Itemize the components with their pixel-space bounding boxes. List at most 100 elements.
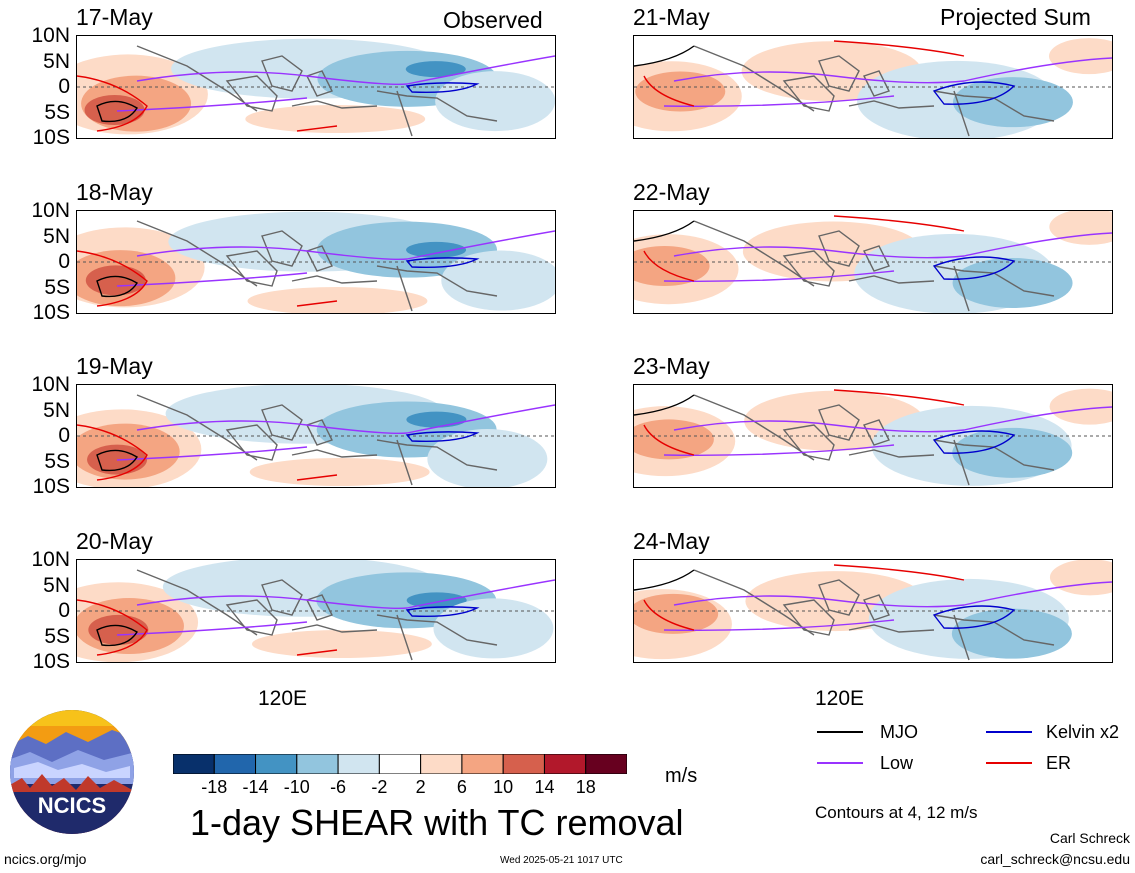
coastline (376, 265, 498, 297)
legend-label-kelvin: Kelvin x2 (1046, 722, 1120, 742)
coastline (782, 75, 835, 112)
shear-anomaly-shading (634, 593, 719, 634)
low-contour (116, 404, 555, 461)
colorbar-swatch (420, 753, 463, 775)
coastline (782, 250, 835, 287)
coastline (261, 55, 303, 92)
footer-author: Carl Schreck (1049, 830, 1130, 846)
coastline (306, 419, 333, 446)
er-contour (77, 75, 338, 132)
shear-anomaly-shading (427, 429, 548, 487)
er-contour (643, 40, 965, 107)
ncics-logo: NCICS (8, 708, 136, 836)
map-panel-20-may (76, 559, 556, 663)
coastline (291, 449, 378, 458)
lat-label-5s: 5S (44, 624, 70, 648)
colorbar-swatch (543, 753, 587, 775)
kelvin-contour (932, 256, 1016, 280)
colorbar-tick-label: 18 (575, 777, 596, 797)
lat-label-10n: 10N (31, 373, 70, 396)
date-label-22-may: 22-May (633, 179, 710, 205)
lat-label-10s: 10S (32, 301, 70, 324)
coastline (376, 614, 498, 646)
colorbar-tick-label: 6 (456, 777, 467, 797)
shear-anomaly-shading (251, 629, 432, 658)
mjo-contour (96, 275, 138, 298)
coastline (291, 624, 378, 633)
shear-anomaly-shading (405, 61, 466, 78)
er-contour (643, 215, 965, 282)
low-contour (116, 579, 555, 636)
map-panel-23-may (633, 384, 1113, 488)
coastline (863, 245, 890, 272)
colorbar-tick-label: -10 (283, 777, 310, 797)
coastline (693, 220, 815, 287)
map-panel-18-may (76, 210, 556, 314)
lat-label-5s: 5S (44, 449, 70, 473)
lat-label-10s: 10S (32, 650, 70, 673)
legend-label-mjo: MJO (880, 722, 918, 742)
coastline (693, 45, 815, 112)
legend-line-low (817, 762, 863, 764)
coastline (376, 439, 498, 471)
coastline (306, 594, 333, 621)
observed-label: Observed (443, 7, 543, 33)
map-panel-19-may (76, 384, 556, 488)
coastline (136, 220, 258, 287)
colorbar-tick-label: -2 (371, 777, 388, 797)
footer-email[interactable]: carl_schreck@ncsu.edu (980, 851, 1130, 867)
date-label-19-may: 19-May (76, 353, 153, 379)
map-panel-21-may (633, 35, 1113, 139)
kelvin-contour (932, 605, 1016, 629)
legend-label-low: Low (880, 753, 914, 773)
coastline (953, 439, 970, 486)
coastline (818, 55, 860, 92)
colorbar-swatch (296, 753, 339, 775)
shear-anomaly-shading (406, 241, 467, 258)
shear-anomaly-shading (85, 265, 146, 296)
kelvin-contour (932, 430, 1016, 454)
shear-anomaly-shading (1049, 211, 1112, 245)
shear-anomaly-shading (1049, 388, 1112, 425)
coastline (818, 404, 860, 441)
legend-line-kelvin (986, 731, 1032, 733)
coastline (863, 419, 890, 446)
map-panel-22-may (633, 210, 1113, 314)
kelvin-contour (405, 431, 480, 442)
coastline (396, 90, 413, 137)
mjo-contour (96, 624, 138, 647)
colorbar-swatch (213, 753, 257, 775)
kelvin-contour (405, 606, 480, 617)
coastline (863, 594, 890, 621)
shear-anomaly-shading (245, 104, 426, 133)
colorbar-tick-label: 14 (534, 777, 555, 797)
colorbar-swatch (461, 753, 504, 775)
lat-label-10n: 10N (31, 199, 70, 222)
coastline (818, 230, 860, 267)
lat-label-5n: 5N (43, 224, 70, 248)
coastline (953, 614, 970, 661)
coastline (225, 424, 278, 461)
er-contour (77, 250, 338, 307)
coastline (306, 70, 333, 97)
colorbar-swatch (502, 753, 545, 775)
shear-anomaly-shading (952, 77, 1073, 128)
projected-sum-label: Projected Sum (940, 4, 1091, 30)
coastline (376, 90, 498, 122)
coastline (306, 245, 333, 272)
coastline (261, 404, 303, 441)
colorbar-tick-label: 2 (415, 777, 426, 797)
lat-label-10s: 10S (32, 475, 70, 498)
coastline (848, 275, 935, 284)
coastline (225, 250, 278, 287)
shear-anomaly-shading (635, 71, 726, 112)
coastline (782, 599, 835, 636)
shear-anomaly-shading (1049, 38, 1112, 75)
colorbar-tick-label: -14 (242, 777, 269, 797)
date-label-24-may: 24-May (633, 528, 710, 554)
ncics-logo-icon: NCICS (10, 710, 134, 834)
footer-url[interactable]: ncics.org/mjo (4, 851, 87, 867)
low-contour (116, 230, 555, 287)
coastline (848, 100, 935, 109)
coastline (136, 45, 258, 112)
